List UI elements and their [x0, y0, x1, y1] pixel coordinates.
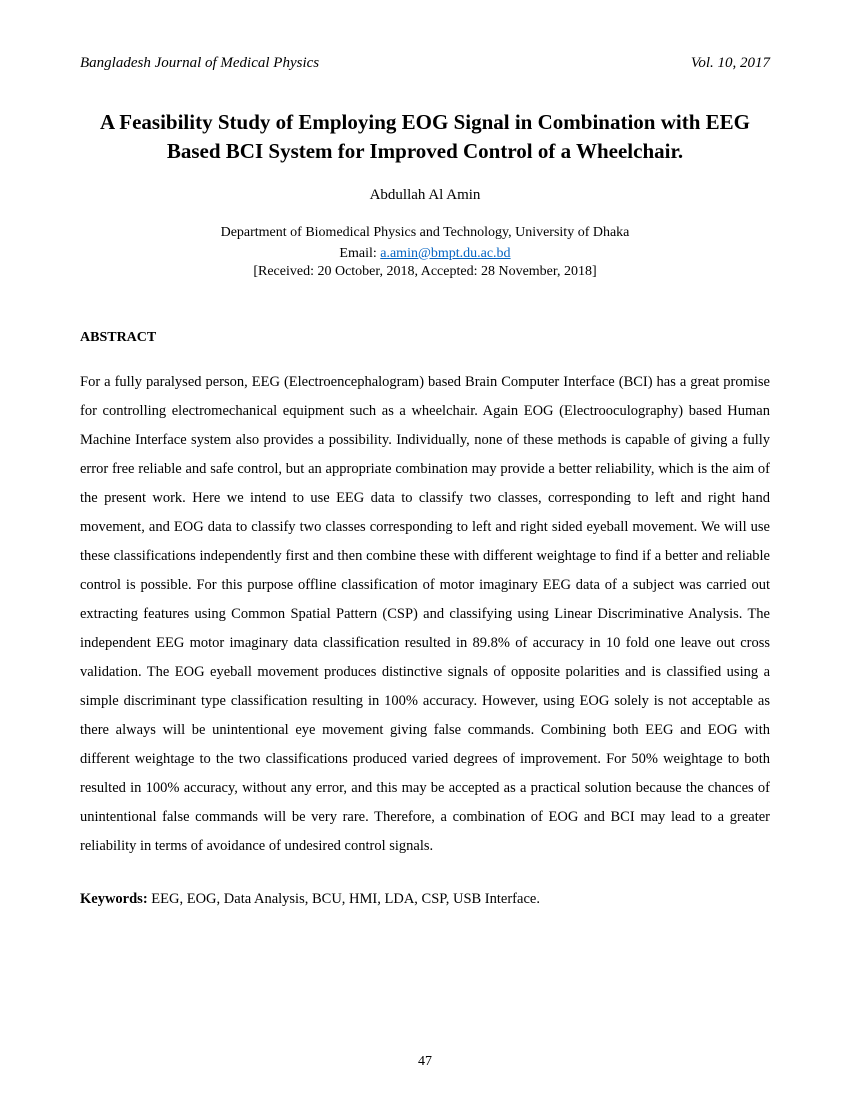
issue-info: Vol. 10, 2017: [691, 55, 770, 72]
keywords-text: EEG, EOG, Data Analysis, BCU, HMI, LDA, …: [148, 891, 540, 907]
submission-dates: [Received: 20 October, 2018, Accepted: 2…: [80, 264, 770, 280]
author-email-link[interactable]: a.amin@bmpt.du.ac.bd: [380, 246, 510, 261]
paper-title: A Feasibility Study of Employing EOG Sig…: [80, 108, 770, 167]
keywords-label: Keywords:: [80, 891, 148, 907]
running-header: Bangladesh Journal of Medical Physics Vo…: [80, 55, 770, 72]
journal-name: Bangladesh Journal of Medical Physics: [80, 55, 319, 72]
abstract-body: For a fully paralysed person, EEG (Elect…: [80, 368, 770, 861]
author-name: Abdullah Al Amin: [80, 187, 770, 204]
affiliation-block: Department of Biomedical Physics and Tec…: [80, 222, 770, 264]
affiliation-text: Department of Biomedical Physics and Tec…: [221, 225, 630, 240]
email-label: Email:: [339, 246, 380, 261]
page-number: 47: [0, 1054, 850, 1070]
abstract-heading: ABSTRACT: [80, 330, 770, 346]
keywords-line: Keywords: EEG, EOG, Data Analysis, BCU, …: [80, 891, 770, 908]
